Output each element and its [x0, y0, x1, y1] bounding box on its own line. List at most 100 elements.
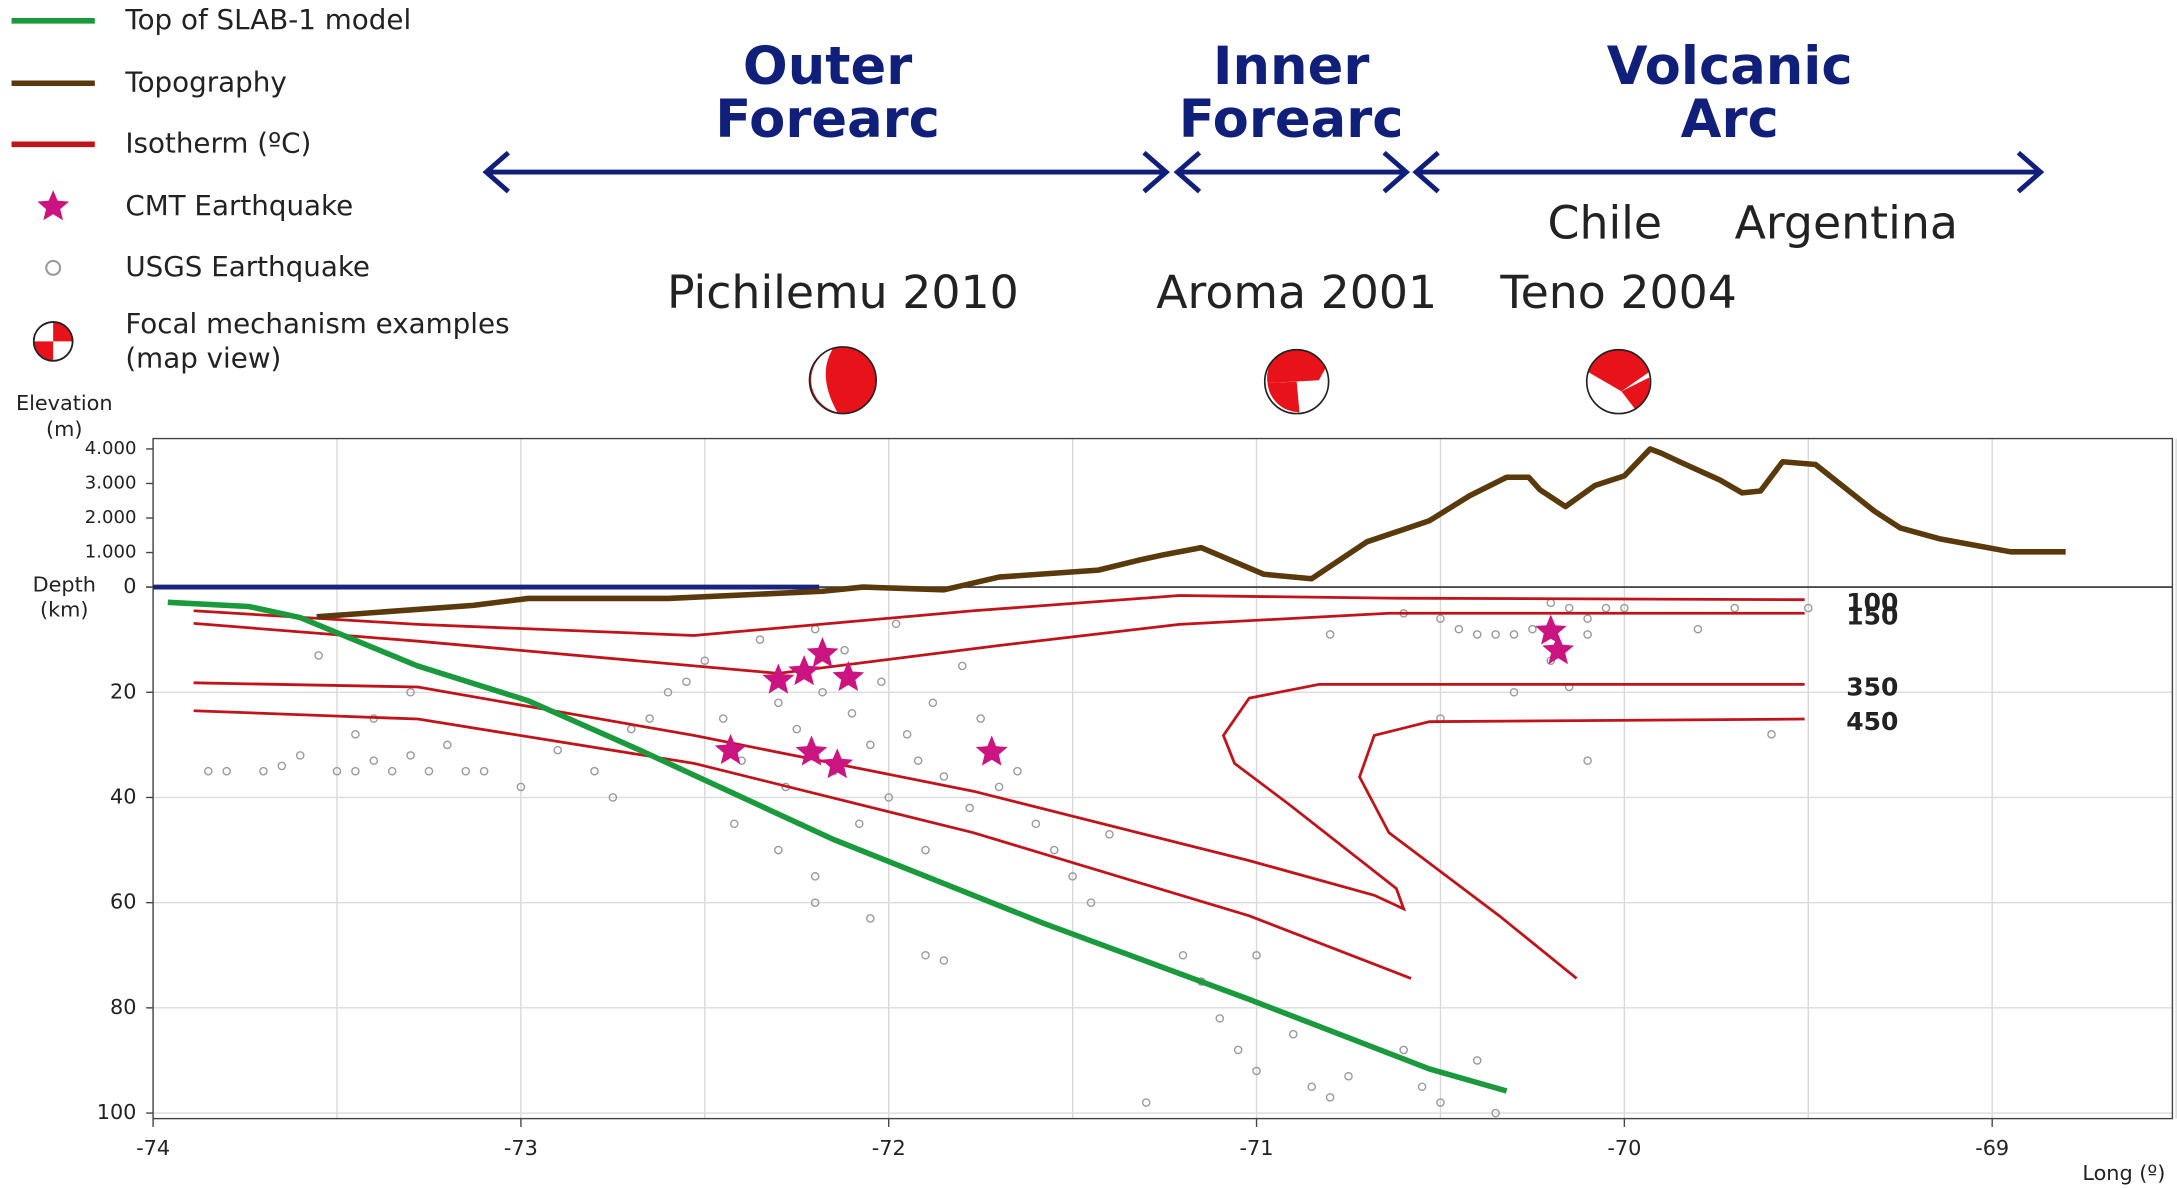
cmt-earthquake: [821, 748, 854, 779]
x-tick-label: -72: [872, 1136, 906, 1160]
usgs-earthquake: [461, 766, 471, 776]
usgs-earthquake: [866, 740, 875, 750]
usgs-earthquake: [939, 956, 949, 965]
y-tick-label: 60: [110, 890, 136, 914]
usgs-earthquake: [516, 782, 526, 792]
usgs-earthquake: [810, 624, 820, 634]
usgs-earthquake: [1344, 1071, 1353, 1081]
usgs-earthquake: [1693, 624, 1703, 634]
beachball: [1585, 348, 1652, 415]
y-tick-label: 2.000: [85, 507, 137, 528]
usgs-earthquake: [1049, 845, 1059, 855]
usgs-earthquake: [1141, 1098, 1151, 1107]
region-label: Arc: [1681, 89, 1779, 150]
usgs-earthquake: [1289, 1029, 1298, 1039]
series-line: [316, 446, 2066, 620]
legend-label: Isotherm (ºC): [125, 126, 311, 159]
legend-label: USGS Earthquake: [125, 250, 370, 283]
y-tick-label: 0: [123, 574, 136, 598]
usgs-earthquake: [1086, 898, 1096, 907]
event-label: Aroma 2001: [1156, 265, 1437, 319]
y-tick-label: 40: [110, 784, 136, 808]
y-tick-label: 80: [110, 995, 136, 1019]
axis-title: (km): [40, 598, 89, 622]
usgs-earthquake: [913, 756, 923, 765]
region-label: Inner: [1213, 36, 1369, 97]
usgs-earthquake: [277, 761, 287, 771]
usgs-earthquake: [1583, 614, 1592, 623]
y-tick-label: 4.000: [85, 438, 137, 459]
axis-title: (m): [46, 417, 83, 441]
cmt-earthquake: [795, 735, 828, 766]
usgs-earthquake: [1803, 603, 1813, 613]
usgs-earthquake: [1491, 1108, 1500, 1118]
cmt-earthquake: [832, 660, 865, 692]
isotherm-line: [193, 681, 1805, 912]
usgs-earthquake: [590, 766, 599, 776]
usgs-earthquake: [840, 645, 849, 655]
region-label: Forearc: [715, 89, 940, 150]
region-label: Outer: [743, 36, 912, 97]
usgs-earthquake: [792, 724, 802, 734]
region-arrows: [482, 150, 2045, 194]
x-tick-label: -71: [1240, 1136, 1274, 1160]
beachball: [1263, 348, 1330, 415]
usgs-earthquake: [1620, 603, 1629, 613]
usgs-earthquake: [1399, 1045, 1408, 1055]
x-tick-label: -73: [504, 1136, 538, 1160]
usgs-earthquake: [1233, 1045, 1243, 1055]
usgs-earthquake: [295, 751, 305, 760]
usgs-earthquake: [663, 687, 673, 697]
usgs-earthquake: [1509, 687, 1519, 697]
usgs-earthquake: [1178, 950, 1188, 960]
legend: Top of SLAB-1 model Topography Isotherm …: [32, 3, 510, 374]
legend-marker: [45, 259, 62, 276]
legend-label: Focal mechanism examples: [125, 307, 509, 340]
usgs-earthquake: [1472, 630, 1482, 639]
y-tick-label: 20: [110, 679, 136, 703]
usgs-earthquake: [1730, 603, 1740, 613]
usgs-earthquake: [1767, 730, 1776, 739]
usgs-earthquake: [774, 698, 783, 708]
usgs-earthquake: [443, 740, 452, 750]
isotherm-line: [193, 611, 1805, 675]
usgs-earthquake: [1252, 1066, 1261, 1076]
y-tick-label: 100: [97, 1100, 137, 1124]
usgs-earthquake: [259, 766, 268, 776]
isotherm-line: [193, 594, 1805, 637]
x-axis-title: Long (º): [2082, 1161, 2165, 1185]
usgs-earthquake: [810, 872, 820, 881]
y-tick-label: 1.000: [85, 542, 137, 563]
usgs-earthquake: [891, 619, 901, 629]
usgs-earthquake: [877, 677, 886, 687]
event-label: Teno 2004: [1499, 265, 1736, 319]
usgs-earthquake: [976, 714, 985, 723]
legend-label: Top of SLAB-1 model: [124, 3, 411, 36]
usgs-earthquake: [718, 714, 728, 723]
usgs-earthquake: [939, 772, 949, 781]
usgs-earthquake: [1472, 1056, 1482, 1065]
usgs-earthquake: [479, 766, 489, 776]
usgs-earthquake: [1013, 766, 1022, 776]
isotherm-label: 350: [1846, 673, 1898, 702]
usgs-earthquake: [424, 766, 434, 776]
usgs-earthquake: [1491, 630, 1500, 639]
usgs-earthquake: [729, 819, 739, 829]
usgs-earthquake: [553, 745, 562, 755]
usgs-earthquake: [994, 782, 1004, 792]
usgs-earthquake: [406, 751, 415, 760]
usgs-earthquake: [351, 730, 360, 739]
usgs-earthquake: [682, 677, 691, 687]
usgs-earthquake: [351, 766, 360, 776]
cmt-earthquake: [1542, 634, 1574, 665]
usgs-earthquake: [203, 766, 213, 776]
usgs-earthquake: [774, 845, 783, 855]
isotherm-label: 150: [1846, 602, 1898, 631]
legend-beachball: [32, 321, 74, 362]
usgs-earthquake: [626, 724, 636, 734]
x-tick-label: -69: [1975, 1136, 2009, 1160]
isotherm-line: [193, 709, 1805, 980]
axis-title: Depth: [33, 573, 96, 597]
usgs-earthquake: [314, 651, 323, 660]
